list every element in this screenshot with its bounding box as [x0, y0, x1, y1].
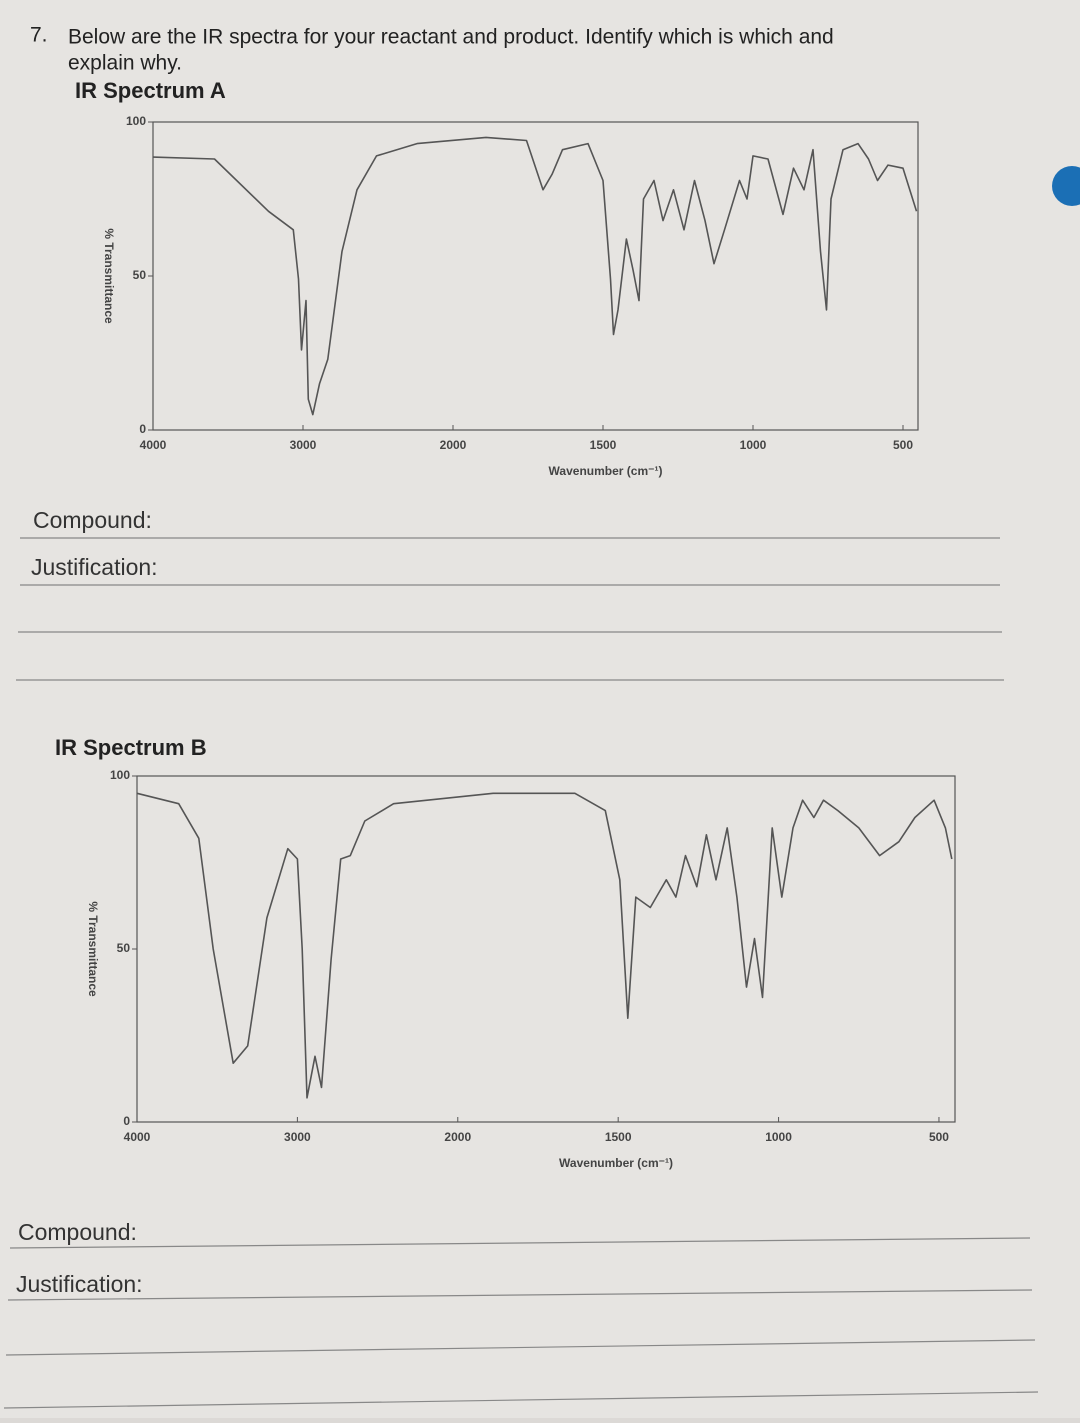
- chart-title: IR Spectrum B: [55, 735, 207, 760]
- x-tick-label: 4000: [124, 1130, 151, 1144]
- x-tick-label: 500: [929, 1130, 949, 1144]
- x-tick-label: 3000: [290, 438, 317, 452]
- x-tick-label: 4000: [140, 438, 167, 452]
- y-axis-label: % Transmittance: [102, 228, 116, 324]
- answer-line: [7, 1289, 1033, 1301]
- justification-label: Justification:: [31, 554, 158, 580]
- spectrum-line: [136, 792, 953, 1099]
- compound-label: Compound:: [18, 1219, 137, 1245]
- x-tick-label: 2000: [444, 1130, 471, 1144]
- x-axis-label: Wavenumber (cm⁻¹): [559, 1156, 673, 1170]
- compound-label: Compound:: [33, 507, 152, 533]
- y-tick-label: 0: [139, 422, 146, 436]
- x-axis-label: Wavenumber (cm⁻¹): [549, 464, 663, 478]
- chart-title: IR Spectrum A: [75, 78, 226, 103]
- answer-line: [9, 1237, 1031, 1249]
- x-tick-label: 1500: [605, 1130, 632, 1144]
- y-tick-label: 100: [126, 114, 146, 128]
- spectrum-line: [152, 136, 918, 416]
- y-axis-label: % Transmittance: [86, 901, 100, 997]
- x-tick-label: 1500: [590, 438, 617, 452]
- answer-line: [3, 1391, 1039, 1409]
- justification-label: Justification:: [16, 1271, 143, 1297]
- x-tick-label: 1000: [740, 438, 767, 452]
- y-tick-label: 50: [117, 941, 131, 955]
- x-tick-label: 500: [893, 438, 913, 452]
- question-number: 7.: [30, 24, 48, 47]
- answer-line: [5, 1339, 1036, 1356]
- question-text: Below are the IR spectra for your reacta…: [68, 26, 834, 49]
- binder-hole: [1052, 166, 1080, 206]
- question-text: explain why.: [68, 52, 182, 75]
- y-tick-label: 50: [133, 268, 147, 282]
- y-tick-label: 100: [110, 768, 130, 782]
- x-tick-label: 3000: [284, 1130, 311, 1144]
- y-tick-label: 0: [123, 1114, 130, 1128]
- x-tick-label: 2000: [440, 438, 467, 452]
- x-tick-label: 1000: [765, 1130, 792, 1144]
